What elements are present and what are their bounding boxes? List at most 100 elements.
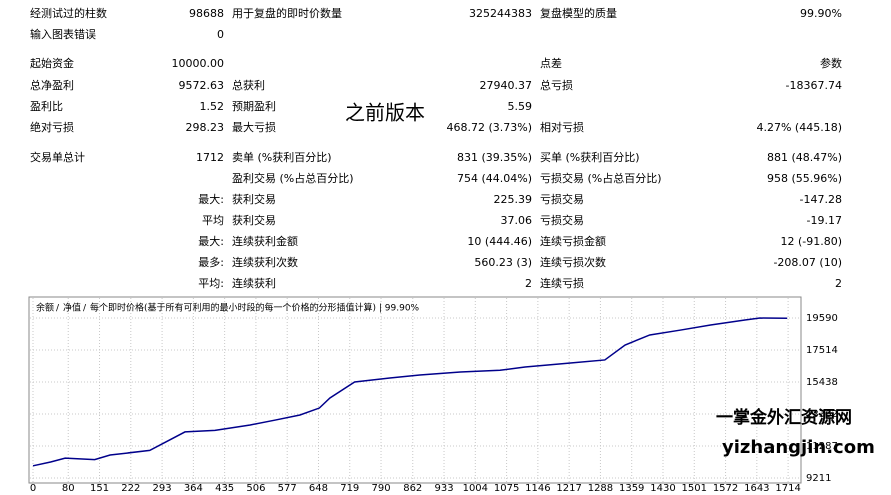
field-label: 亏损交易 (%占总百分比) <box>540 171 662 185</box>
x-tick-label: 1075 <box>494 483 519 494</box>
field-label: 用于复盘的即时价数量 <box>232 6 342 20</box>
field-value: 9572.63 <box>179 79 225 92</box>
field-label: 最大亏损 <box>232 120 276 134</box>
field-value: 99.90% <box>800 7 842 20</box>
field-label: 连续获利 <box>232 276 276 290</box>
field-label: 盈利交易 (%占总百分比) <box>232 171 354 185</box>
field-label: 卖单 (%获利百分比) <box>232 151 332 164</box>
field-value: 10000.00 <box>172 57 225 70</box>
field-value: 参数 <box>820 56 842 70</box>
field-value: 4.27% (445.18) <box>756 121 842 134</box>
legend-entry: 净值 <box>63 302 81 314</box>
x-tick-label: 719 <box>340 483 359 494</box>
x-tick-label: 862 <box>403 483 422 494</box>
x-tick-label: 1643 <box>744 483 769 494</box>
watermark: 一掌金外汇资源网 <box>716 407 852 428</box>
overlay-note: 之前版本 <box>345 101 425 125</box>
field-value: 最多: <box>198 255 224 269</box>
field-value: 325244383 <box>469 7 532 20</box>
field-label: 连续亏损 <box>540 276 584 290</box>
field-value: 10 (444.46) <box>467 235 532 248</box>
x-tick-label: 222 <box>121 483 140 494</box>
x-tick-label: 1146 <box>525 483 550 494</box>
x-tick-label: 648 <box>309 483 328 494</box>
field-value: -147.28 <box>800 193 842 206</box>
x-tick-label: 1430 <box>650 483 675 494</box>
field-label: 获利交易 <box>232 213 276 227</box>
field-label: 点差 <box>540 56 562 70</box>
x-tick-label: 506 <box>246 483 265 494</box>
y-tick-label: 9211 <box>806 473 831 484</box>
field-value: 225.39 <box>494 193 533 206</box>
field-label: 交易单总计 <box>30 150 85 164</box>
x-tick-label: 790 <box>371 483 390 494</box>
x-tick-label: 1288 <box>588 483 613 494</box>
field-label: 输入图表错误 <box>30 27 96 41</box>
field-value: 2 <box>525 277 532 290</box>
field-value: 468.72 (3.73%) <box>446 121 532 134</box>
field-label: 亏损交易 <box>540 192 584 206</box>
field-label: 复盘模型的质量 <box>540 6 617 20</box>
field-value: 平均: <box>198 277 224 290</box>
field-label: 总获利 <box>232 78 265 92</box>
field-label: 总净盈利 <box>30 78 74 92</box>
field-label: 起始资金 <box>30 56 74 70</box>
field-value: 560.23 (3) <box>474 256 532 269</box>
y-tick-label: 11287 <box>806 441 838 452</box>
field-value: 5.59 <box>508 100 533 113</box>
field-value: 754 (44.04%) <box>457 172 532 185</box>
field-value: 12 (-91.80) <box>780 235 842 248</box>
x-tick-label: 1501 <box>682 483 707 494</box>
field-value: 831 (39.35%) <box>457 151 532 164</box>
field-label: 连续获利金额 <box>232 234 298 248</box>
y-tick-label: 13362 <box>806 409 838 420</box>
field-label: 亏损交易 <box>540 213 584 227</box>
x-tick-label: 1714 <box>775 483 800 494</box>
field-value: -19.17 <box>807 214 842 227</box>
x-tick-label: 933 <box>434 483 453 494</box>
y-tick-label: 15438 <box>806 377 838 388</box>
balance-line <box>32 317 788 467</box>
x-tick-label: 435 <box>215 483 234 494</box>
field-value: 最大: <box>198 192 224 206</box>
field-label: 绝对亏损 <box>30 120 74 134</box>
x-tick-label: 0 <box>30 483 36 494</box>
field-label: 预期盈利 <box>232 100 276 113</box>
field-value: 37.06 <box>501 214 533 227</box>
watermark: yizhangjin.com <box>722 437 875 458</box>
field-value: 27940.37 <box>480 79 533 92</box>
legend-separator: / <box>56 304 60 314</box>
field-value: -18367.74 <box>786 79 842 92</box>
field-label: 盈利比 <box>30 100 63 113</box>
x-tick-label: 1217 <box>556 483 581 494</box>
legend-separator: / <box>83 304 87 314</box>
field-label: 买单 (%获利百分比) <box>540 151 640 164</box>
legend-entry: 余额 <box>36 302 54 314</box>
field-label: 连续亏损金额 <box>540 234 606 248</box>
field-label: 经测试过的柱数 <box>30 6 107 20</box>
legend-text: 每个即时价格(基于所有可利用的最小时段的每一个价格的分形插值计算) | 99.9… <box>90 302 420 314</box>
field-value: 1.52 <box>200 100 225 113</box>
field-label: 连续获利次数 <box>232 255 298 269</box>
field-label: 连续亏损次数 <box>540 255 606 269</box>
x-tick-label: 1004 <box>463 483 488 494</box>
x-tick-label: 293 <box>153 483 172 494</box>
chart-frame <box>28 296 802 484</box>
field-value: -208.07 (10) <box>773 256 842 269</box>
field-label: 总亏损 <box>540 78 573 92</box>
x-tick-label: 1572 <box>713 483 738 494</box>
x-tick-label: 577 <box>278 483 297 494</box>
field-value: 2 <box>835 277 842 290</box>
field-value: 1712 <box>196 151 224 164</box>
field-value: 最大: <box>198 234 224 248</box>
field-label: 相对亏损 <box>540 120 584 134</box>
x-tick-label: 1359 <box>619 483 644 494</box>
x-tick-label: 80 <box>62 483 75 494</box>
field-value: 881 (48.47%) <box>767 151 842 164</box>
y-tick-label: 19590 <box>806 313 838 324</box>
field-value: 298.23 <box>186 121 225 134</box>
field-value: 0 <box>217 28 224 41</box>
field-label: 获利交易 <box>232 192 276 206</box>
x-tick-label: 364 <box>184 483 203 494</box>
